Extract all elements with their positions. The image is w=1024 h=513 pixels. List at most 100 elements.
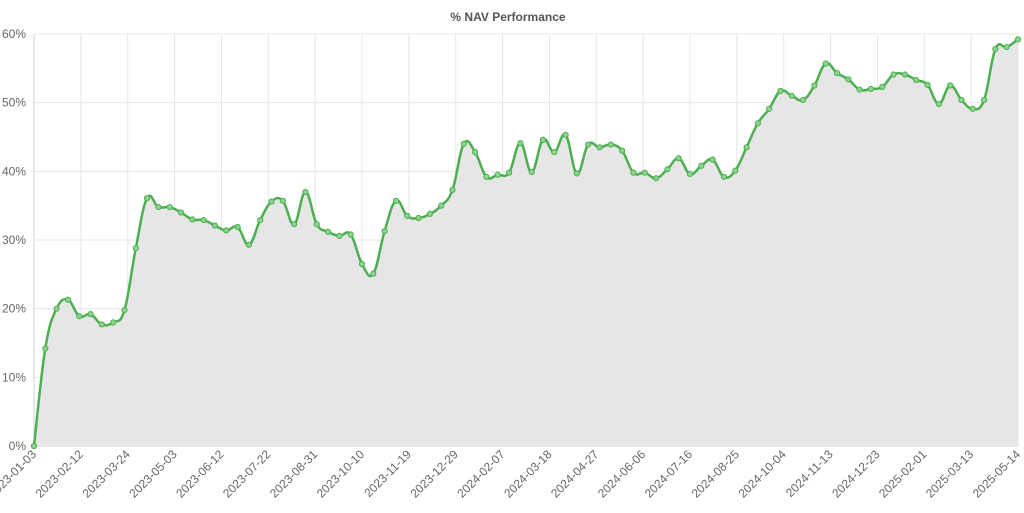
y-tick-label: 10% [2,370,26,384]
data-point[interactable] [381,227,388,235]
data-point[interactable] [313,221,320,228]
data-point[interactable] [732,167,739,174]
data-point[interactable] [879,83,886,90]
data-point[interactable] [913,76,920,84]
data-point[interactable] [268,198,275,205]
data-point[interactable] [472,149,479,156]
data-point[interactable] [166,203,173,211]
data-point[interactable] [279,197,286,204]
data-point[interactable] [392,197,400,204]
data-point[interactable] [438,202,445,209]
data-point[interactable] [551,149,558,156]
data-point[interactable] [980,96,988,104]
x-tick-label: 2025-02-01 [876,447,930,501]
data-point[interactable] [200,216,207,224]
data-point[interactable] [87,311,94,318]
data-point[interactable] [800,96,807,104]
data-point[interactable] [641,169,648,176]
data-point[interactable] [1014,36,1022,43]
data-point[interactable] [483,173,490,180]
x-tick-label: 2024-02-07 [454,447,508,501]
data-point[interactable] [1003,43,1010,51]
data-point[interactable] [177,209,185,216]
data-point[interactable] [686,170,694,178]
data-point[interactable] [517,140,524,147]
data-point[interactable] [144,195,151,202]
x-axis-ticks: 2023-01-032023-02-122023-03-242023-05-03… [0,447,1023,501]
area-fill [34,39,1018,446]
y-axis-ticks: 0% 10% 20% 30% 40% 50% 60% [2,27,26,453]
x-tick-label: 2023-08-31 [267,447,321,501]
data-point[interactable] [833,70,841,77]
data-point[interactable] [324,228,332,235]
data-point[interactable] [449,186,456,193]
data-point[interactable] [958,96,965,104]
data-point[interactable] [766,105,773,112]
data-point[interactable] [777,87,784,95]
data-point[interactable] [234,223,241,231]
data-point[interactable] [347,231,354,238]
data-point[interactable] [42,345,49,352]
data-point[interactable] [845,76,852,83]
data-point[interactable] [901,71,908,78]
data-point[interactable] [856,86,863,93]
data-point[interactable] [969,105,976,112]
data-point[interactable] [562,131,569,139]
data-point[interactable] [494,171,501,178]
data-point[interactable] [630,169,637,176]
data-point[interactable] [358,260,366,268]
data-point[interactable] [64,296,72,303]
data-point[interactable] [426,210,433,218]
data-point[interactable] [664,166,671,173]
data-point[interactable] [822,60,829,67]
data-point[interactable] [935,100,942,108]
data-point[interactable] [743,144,750,151]
data-point[interactable] [867,85,875,93]
data-point[interactable] [720,173,728,180]
data-point[interactable] [291,221,298,228]
data-point[interactable] [539,136,547,143]
data-point[interactable] [415,214,422,222]
data-point[interactable] [53,305,60,312]
data-point[interactable] [30,442,38,450]
data-point[interactable] [992,46,999,53]
data-point[interactable] [573,170,580,177]
data-point[interactable] [607,141,614,148]
data-point[interactable] [505,169,513,176]
data-point[interactable] [404,212,411,220]
data-point[interactable] [211,222,219,229]
data-point[interactable] [257,216,264,224]
data-point[interactable] [652,175,660,182]
data-point[interactable] [370,270,377,277]
data-point[interactable] [585,141,592,148]
data-point[interactable] [675,155,682,162]
data-point[interactable] [76,313,83,320]
data-point[interactable] [754,120,761,127]
data-point[interactable] [302,188,309,196]
data-point[interactable] [596,144,603,151]
x-tick-label: 2024-06-06 [595,447,649,501]
data-point[interactable] [189,216,196,223]
data-point[interactable] [528,168,535,176]
data-point[interactable] [98,321,105,328]
data-point[interactable] [245,241,252,248]
data-point[interactable] [121,306,128,314]
data-point[interactable] [110,319,117,326]
area-fill-layer [34,39,1018,446]
data-point[interactable] [223,227,230,234]
data-point[interactable] [336,232,343,239]
data-point[interactable] [698,162,705,169]
x-tick-label: 2024-07-16 [642,447,696,501]
data-point[interactable] [924,81,931,88]
data-point[interactable] [619,147,626,154]
data-point[interactable] [811,82,818,89]
data-point[interactable] [460,140,467,147]
data-point[interactable] [132,245,139,252]
data-point[interactable] [788,92,795,99]
data-point[interactable] [947,82,954,89]
data-point[interactable] [155,203,162,211]
data-point[interactable] [890,71,897,78]
data-point[interactable] [709,156,716,163]
x-tick-label: 2024-08-25 [689,447,743,501]
